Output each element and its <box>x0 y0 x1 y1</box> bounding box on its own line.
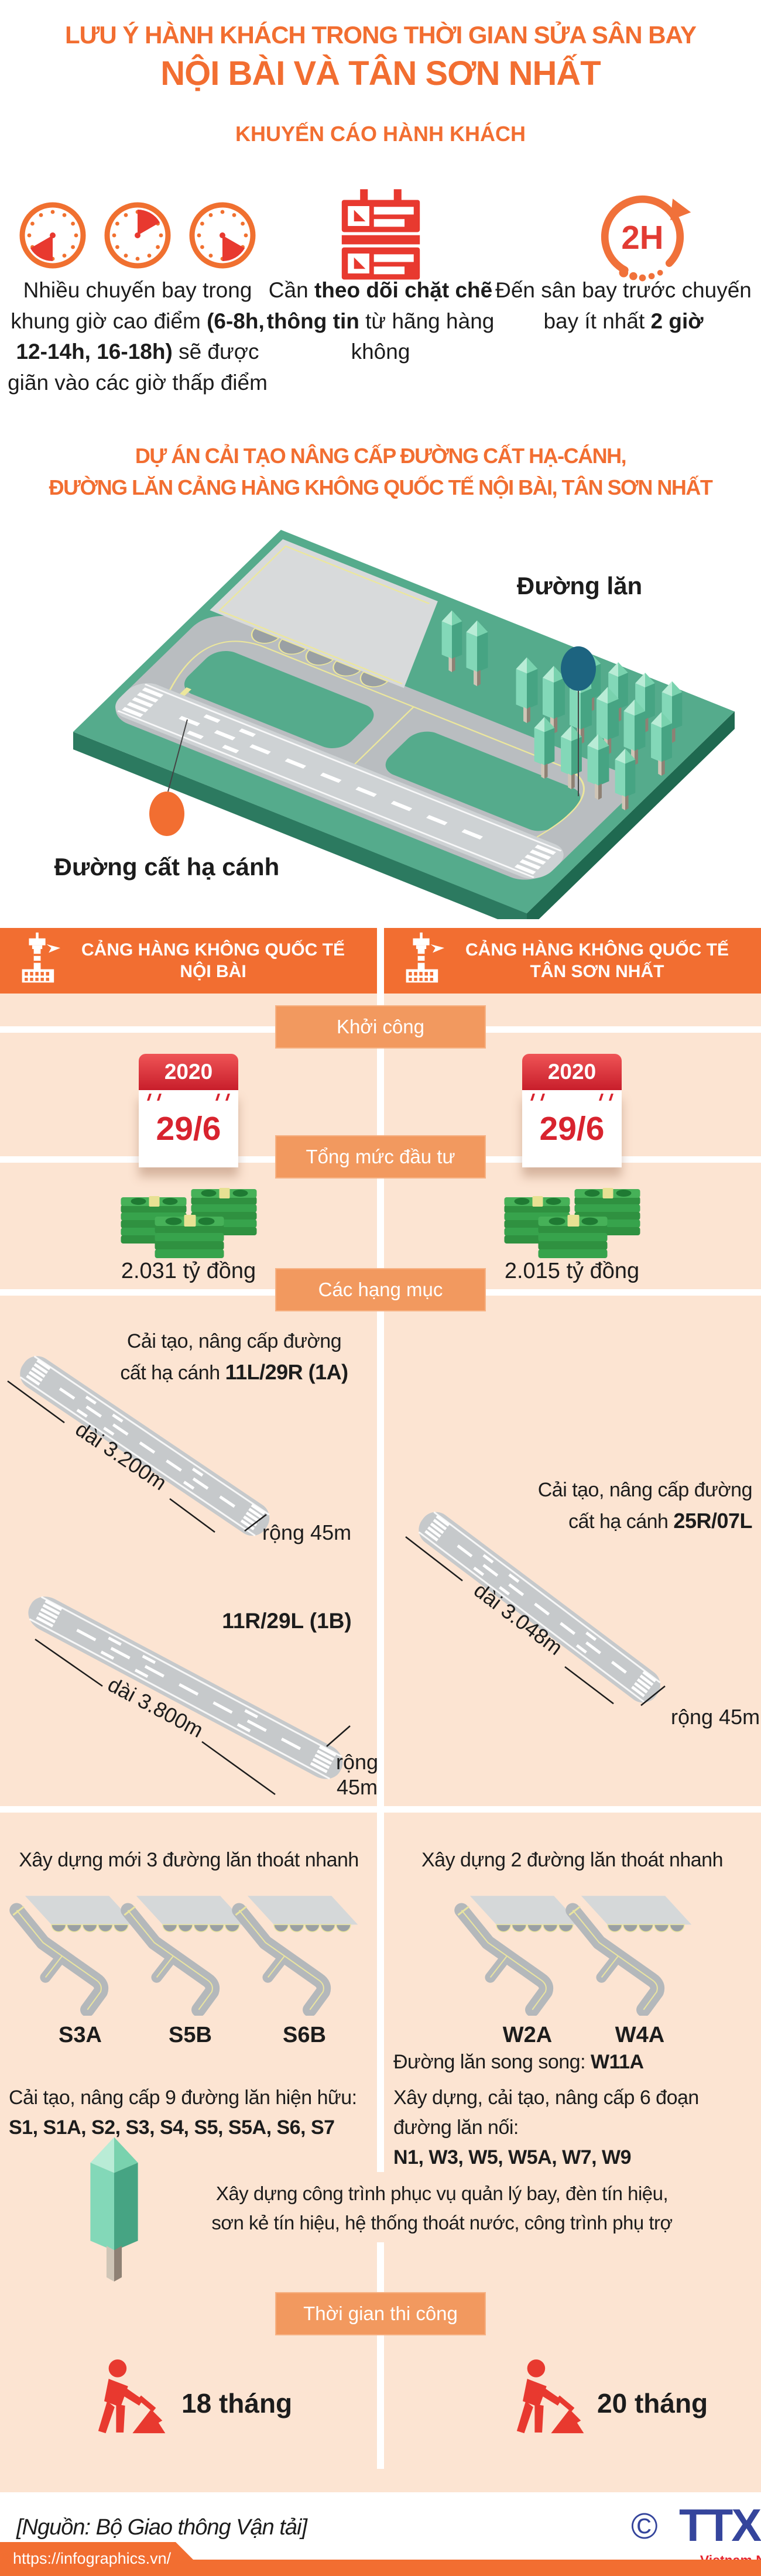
runway-dot <box>149 792 184 836</box>
duration-noibai: 18 tháng <box>181 2388 293 2419</box>
runway-width-noibai-b-1: rộng <box>336 1750 378 1774</box>
taxiway-heading-noibai: Xây dựng mới 3 đường lăn thoát nhanh <box>19 1849 359 1871</box>
airport-diagram: Đường lăn Đường cất hạ cánh <box>54 529 735 919</box>
rapid-exit-taxiway-icon <box>562 1890 708 2016</box>
platform-top <box>73 529 735 914</box>
runway-icon-noibai-a <box>13 1349 276 1542</box>
worker-icon <box>516 2359 584 2434</box>
calendar-icon-tansonnhat: 2020 29/6 <box>522 1054 622 1167</box>
taxiway-label-s6b: S6B <box>283 2023 326 2047</box>
advisory-peak-hours: Nhiều chuyến bay trong khung giờ cao điể… <box>8 278 268 395</box>
page-subtitle: KHUYẾN CÁO HÀNH KHÁCH <box>235 122 526 146</box>
project-title-line1: DỰ ÁN CẢI TẠO NÂNG CẤP ĐƯỜNG CẤT HẠ-CÁNH… <box>135 444 627 468</box>
platform-side-left <box>73 732 527 919</box>
taxiway-label-w4a: W4A <box>615 2023 665 2047</box>
existing-taxiways-noibai: Cải tạo, nâng cấp 9 đường lăn hiện hữu: … <box>9 2087 357 2139</box>
taxiway-diagram-label: Đường lăn <box>517 572 642 600</box>
runway-figures: dài 3.200m rộng 45m dài 3.800m rộng 45m … <box>7 1349 760 1799</box>
section-divider <box>0 1806 761 1813</box>
ttxvn-logo: © TTX V N Vietnam News Agency <box>631 2499 761 2569</box>
runway-width-tansonnhat: rộng 45m <box>671 1705 760 1729</box>
rapid-exit-taxiway-icon <box>228 1890 375 2016</box>
platform-side-right <box>527 711 735 919</box>
runway-width-noibai-a: rộng 45m <box>262 1520 351 1544</box>
duration-tansonnhat: 20 tháng <box>597 2388 708 2419</box>
source-note: [Nguồn: Bộ Giao thông Vận tải] <box>16 2515 307 2540</box>
copyright-icon: © <box>631 2506 658 2547</box>
header-tansonnhat: CẢNG HÀNG KHÔNG QUỐC TẾ TÂN SƠN NHẤT <box>384 928 761 994</box>
runway-icon-tansonnhat <box>412 1505 667 1710</box>
parallel-taxiway: Đường lăn song song: W11A <box>393 2051 644 2073</box>
flight-info-board-icon <box>341 189 420 280</box>
advisory-arrive-early: Đến sân bay trước chuyến bay ít nhất 2 g… <box>495 278 752 333</box>
worker-icon <box>98 2359 166 2434</box>
taxiway-label-s3a: S3A <box>59 2023 102 2047</box>
rush-hour-clocks-icon <box>19 202 256 269</box>
money-stack-icon <box>121 1188 257 1258</box>
runway-width-noibai-b-2: 45m <box>337 1775 378 1799</box>
advisory-follow-info: Cần theo dõi chặt chẽ thông tin từ hãng … <box>266 278 495 364</box>
two-hour-label: 2H <box>621 219 663 256</box>
page-title-airports: NỘI BÀI VÀ TÂN SƠN NHẤT <box>160 54 601 93</box>
runway-code-noibai-b: 11R/29L (1B) <box>222 1609 352 1633</box>
taxiway-label-w2a: W2A <box>502 2023 553 2047</box>
taxiway-dot <box>561 646 596 691</box>
runway-diagram-label: Đường cất hạ cánh <box>54 853 280 881</box>
airport-tower-icon <box>22 932 61 983</box>
investment-noibai: 2.031 tỷ đồng <box>121 1259 256 1283</box>
section-label-items: Các hạng mục <box>275 1268 486 1311</box>
section-label-investment: Tổng mức đầu tư <box>275 1135 486 1179</box>
header-noibai-text: CẢNG HÀNG KHÔNG QUỐC TẾ NỘI BÀI <box>81 940 345 982</box>
tree-obelisk-icon <box>90 2137 138 2282</box>
connecting-taxiways-tansonnhat: Xây dựng, cải tạo, nâng cấp 6 đoạn đường… <box>393 2087 699 2169</box>
taxiway-label-s5b: S5B <box>169 2023 212 2047</box>
column-divider <box>377 2242 384 2469</box>
header-tansonnhat-text: CẢNG HÀNG KHÔNG QUỐC TẾ TÂN SƠN NHẤT <box>465 940 729 982</box>
airport-tower-icon <box>406 932 445 983</box>
calendar-icon-noibai: 2020 29/6 <box>139 1054 238 1167</box>
runway-desc-noibai-a: Cải tạo, nâng cấp đường cất hạ cánh 11L/… <box>120 1330 348 1384</box>
runway-callout-line <box>167 719 188 792</box>
header-noibai: CẢNG HÀNG KHÔNG QUỐC TẾ NỘI BÀI <box>0 928 377 994</box>
runway-desc-tansonnhat: Cải tạo, nâng cấp đường cất hạ cánh 25R/… <box>537 1479 753 1533</box>
taxiway-heading-tansonnhat: Xây dựng 2 đường lăn thoát nhanh <box>421 1849 723 1871</box>
two-hour-clock-icon: 2H <box>601 195 691 282</box>
investment-tansonnhat: 2.015 tỷ đồng <box>504 1259 640 1283</box>
money-stack-icon <box>504 1188 640 1258</box>
section-label-start: Khởi công <box>275 1005 486 1049</box>
common-works-text: Xây dựng công trình phục vụ quản lý bay,… <box>211 2183 673 2234</box>
project-title-line2: ĐƯỜNG LĂN CẢNG HÀNG KHÔNG QUỐC TẾ NỘI BÀ… <box>49 475 713 499</box>
section-label-duration: Thời gian thi công <box>275 2292 486 2335</box>
page-title: LƯU Ý HÀNH KHÁCH TRONG THỜI GIAN SỬA SÂN… <box>64 21 697 49</box>
runway-icon-noibai-b <box>22 1590 349 1786</box>
footer-url: https://infographics.vn/ <box>0 2542 210 2576</box>
